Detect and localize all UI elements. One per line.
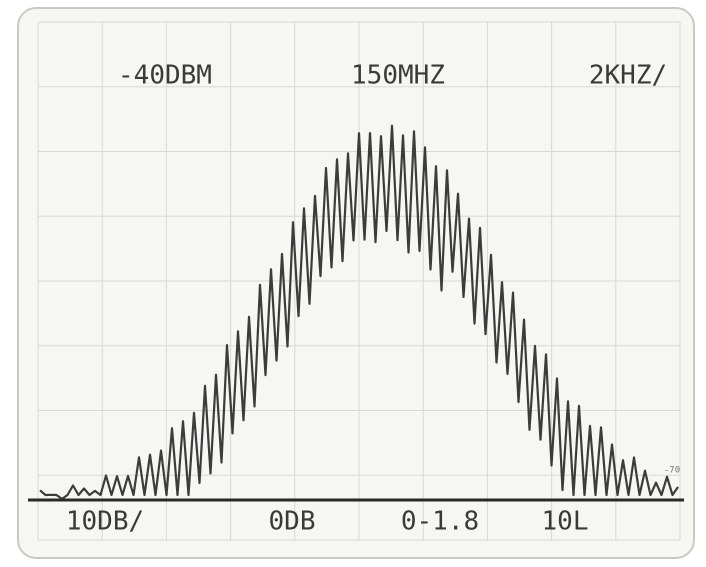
reference-level: -40DBM (118, 61, 212, 91)
scale: 10DB/ (66, 507, 144, 537)
span: 2KHZ/ (589, 61, 667, 91)
center-frequency: 150MHZ (351, 61, 445, 91)
mode: 10L (542, 507, 589, 537)
marker-label: -70 (664, 466, 680, 476)
offset: 0-1.8 (401, 507, 479, 537)
analyzer-screen: -40DBM 150MHZ 2KHZ/ 10DB/ 0DB 0-1.8 10L … (0, 0, 706, 567)
attenuation: 0DB (269, 507, 316, 537)
